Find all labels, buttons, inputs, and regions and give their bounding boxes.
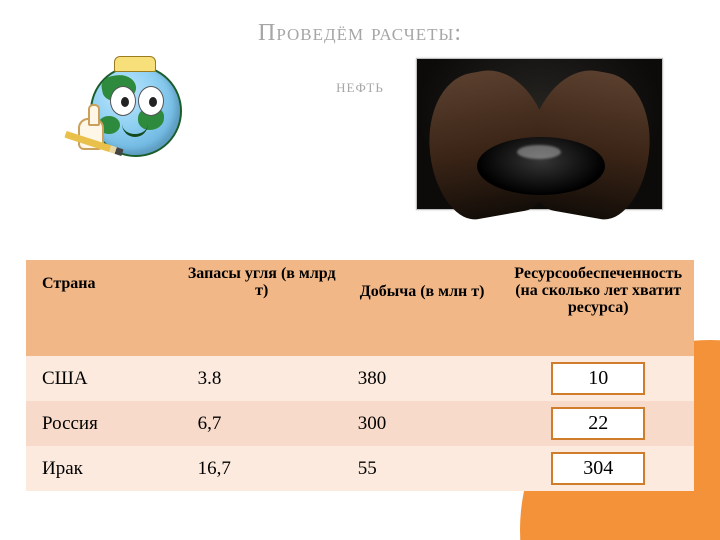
slide: Проведём расчеты: нефть Страна Запасы уг… <box>0 0 720 540</box>
answer-box: 304 <box>551 452 645 485</box>
globe-eye-icon <box>138 86 164 116</box>
col-reserves: Запасы угля (в млрд т) <box>182 260 342 356</box>
cell-reserves: 6,7 <box>182 401 342 446</box>
cell-production: 300 <box>342 401 503 446</box>
table-header-row: Страна Запасы угля (в млрд т) Добыча (в … <box>26 260 694 356</box>
cell-production: 380 <box>342 356 503 401</box>
answer-box: 22 <box>551 407 645 440</box>
globe-cartoon-image <box>60 40 195 185</box>
cell-reserves: 3.8 <box>182 356 342 401</box>
col-country: Страна <box>26 260 182 356</box>
oil-shine-icon <box>517 145 561 159</box>
col-production: Добыча (в млн т) <box>342 260 503 356</box>
cell-country: Россия <box>26 401 182 446</box>
cell-production: 55 <box>342 446 503 491</box>
cell-answer: 22 <box>502 401 694 446</box>
hands-oil-image <box>416 58 663 210</box>
cell-answer: 304 <box>502 446 694 491</box>
cell-country: Ирак <box>26 446 182 491</box>
resource-table: Страна Запасы угля (в млрд т) Добыча (в … <box>26 260 694 491</box>
col-supply: Ресурсообеспеченность (на сколько лет хв… <box>502 260 694 356</box>
table-row: Ирак 16,7 55 304 <box>26 446 694 491</box>
answer-box: 10 <box>551 362 645 395</box>
globe-cap-icon <box>114 56 156 72</box>
cell-reserves: 16,7 <box>182 446 342 491</box>
table-row: США 3.8 380 10 <box>26 356 694 401</box>
cell-country: США <box>26 356 182 401</box>
cell-answer: 10 <box>502 356 694 401</box>
globe-eye-icon <box>110 86 136 116</box>
table-row: Россия 6,7 300 22 <box>26 401 694 446</box>
